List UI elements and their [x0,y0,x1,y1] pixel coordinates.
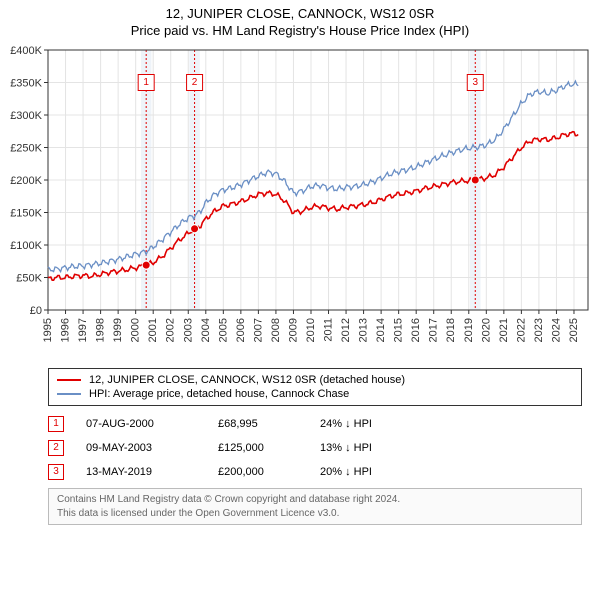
legend-item: HPI: Average price, detached house, Cann… [57,387,573,401]
svg-text:1996: 1996 [60,318,72,342]
svg-text:2010: 2010 [305,318,317,342]
svg-text:£200K: £200K [10,175,42,187]
legend: 12, JUNIPER CLOSE, CANNOCK, WS12 0SR (de… [48,368,582,406]
svg-text:2003: 2003 [182,318,194,342]
svg-text:2022: 2022 [515,318,527,342]
svg-text:2001: 2001 [147,318,159,342]
sale-price: £68,995 [218,418,298,430]
figure-root: 12, JUNIPER CLOSE, CANNOCK, WS12 0SR Pri… [0,0,600,525]
svg-text:2017: 2017 [428,318,440,342]
sales-list: 1 07-AUG-2000 £68,995 24% ↓ HPI 2 09-MAY… [48,412,582,484]
svg-text:1998: 1998 [95,318,107,342]
svg-text:1999: 1999 [112,318,124,342]
legend-label: 12, JUNIPER CLOSE, CANNOCK, WS12 0SR (de… [89,374,405,386]
svg-text:2025: 2025 [568,318,580,342]
svg-text:2011: 2011 [323,318,335,342]
sale-marker-icon: 1 [48,416,64,432]
legend-label: HPI: Average price, detached house, Cann… [89,388,349,400]
sale-hpi-delta: 20% ↓ HPI [320,466,372,478]
svg-text:2005: 2005 [217,318,229,342]
svg-text:2008: 2008 [270,318,282,342]
attribution-line: Contains HM Land Registry data © Crown c… [57,493,573,507]
line-chart: £0 £50K £100K £150K £200K £250K £300K £350K £400… [0,42,600,362]
attribution-line: This data is licensed under the Open Gov… [57,507,573,521]
svg-text:2020: 2020 [480,318,492,342]
svg-text:£150K: £150K [10,208,42,220]
sale-marker-icon: 3 [48,464,64,480]
sale-price: £200,000 [218,466,298,478]
svg-text:£100K: £100K [10,240,42,252]
svg-text:£250K: £250K [10,143,42,155]
title-subtitle: Price paid vs. HM Land Registry's House … [4,23,596,38]
attribution-box: Contains HM Land Registry data © Crown c… [48,488,582,525]
svg-text:2009: 2009 [287,318,299,342]
sale-date: 13-MAY-2019 [86,466,196,478]
svg-text:2019: 2019 [463,318,475,342]
svg-text:£0: £0 [30,305,42,317]
sale-hpi-delta: 24% ↓ HPI [320,418,372,430]
svg-text:£400K: £400K [10,45,42,57]
title-address: 12, JUNIPER CLOSE, CANNOCK, WS12 0SR [4,6,596,21]
svg-text:1995: 1995 [42,318,54,342]
svg-text:2015: 2015 [393,318,405,342]
svg-text:2: 2 [192,77,198,88]
sale-price: £125,000 [218,442,298,454]
legend-swatch [57,379,81,381]
sale-row: 2 09-MAY-2003 £125,000 13% ↓ HPI [48,436,582,460]
sale-row: 3 13-MAY-2019 £200,000 20% ↓ HPI [48,460,582,484]
svg-text:£350K: £350K [10,78,42,90]
titles: 12, JUNIPER CLOSE, CANNOCK, WS12 0SR Pri… [0,0,600,42]
svg-text:2021: 2021 [498,318,510,342]
sale-date: 07-AUG-2000 [86,418,196,430]
svg-text:2016: 2016 [410,318,422,342]
sale-marker-icon: 2 [48,440,64,456]
svg-text:2024: 2024 [550,318,562,342]
svg-text:3: 3 [472,77,478,88]
legend-item: 12, JUNIPER CLOSE, CANNOCK, WS12 0SR (de… [57,373,573,387]
svg-text:2002: 2002 [165,318,177,342]
svg-text:2014: 2014 [375,318,387,342]
svg-text:2007: 2007 [252,318,264,342]
chart-area: £0 £50K £100K £150K £200K £250K £300K £350K £400… [0,42,600,362]
svg-text:2006: 2006 [235,318,247,342]
sale-hpi-delta: 13% ↓ HPI [320,442,372,454]
legend-swatch [57,393,81,395]
svg-text:2018: 2018 [445,318,457,342]
svg-text:£300K: £300K [10,110,42,122]
sale-date: 09-MAY-2003 [86,442,196,454]
svg-text:2000: 2000 [130,318,142,342]
svg-text:£50K: £50K [16,273,42,285]
svg-text:2004: 2004 [200,318,212,342]
svg-text:2012: 2012 [340,318,352,342]
sale-row: 1 07-AUG-2000 £68,995 24% ↓ HPI [48,412,582,436]
svg-text:2013: 2013 [358,318,370,342]
svg-text:1997: 1997 [77,318,89,342]
svg-text:2023: 2023 [533,318,545,342]
svg-text:1: 1 [143,77,149,88]
